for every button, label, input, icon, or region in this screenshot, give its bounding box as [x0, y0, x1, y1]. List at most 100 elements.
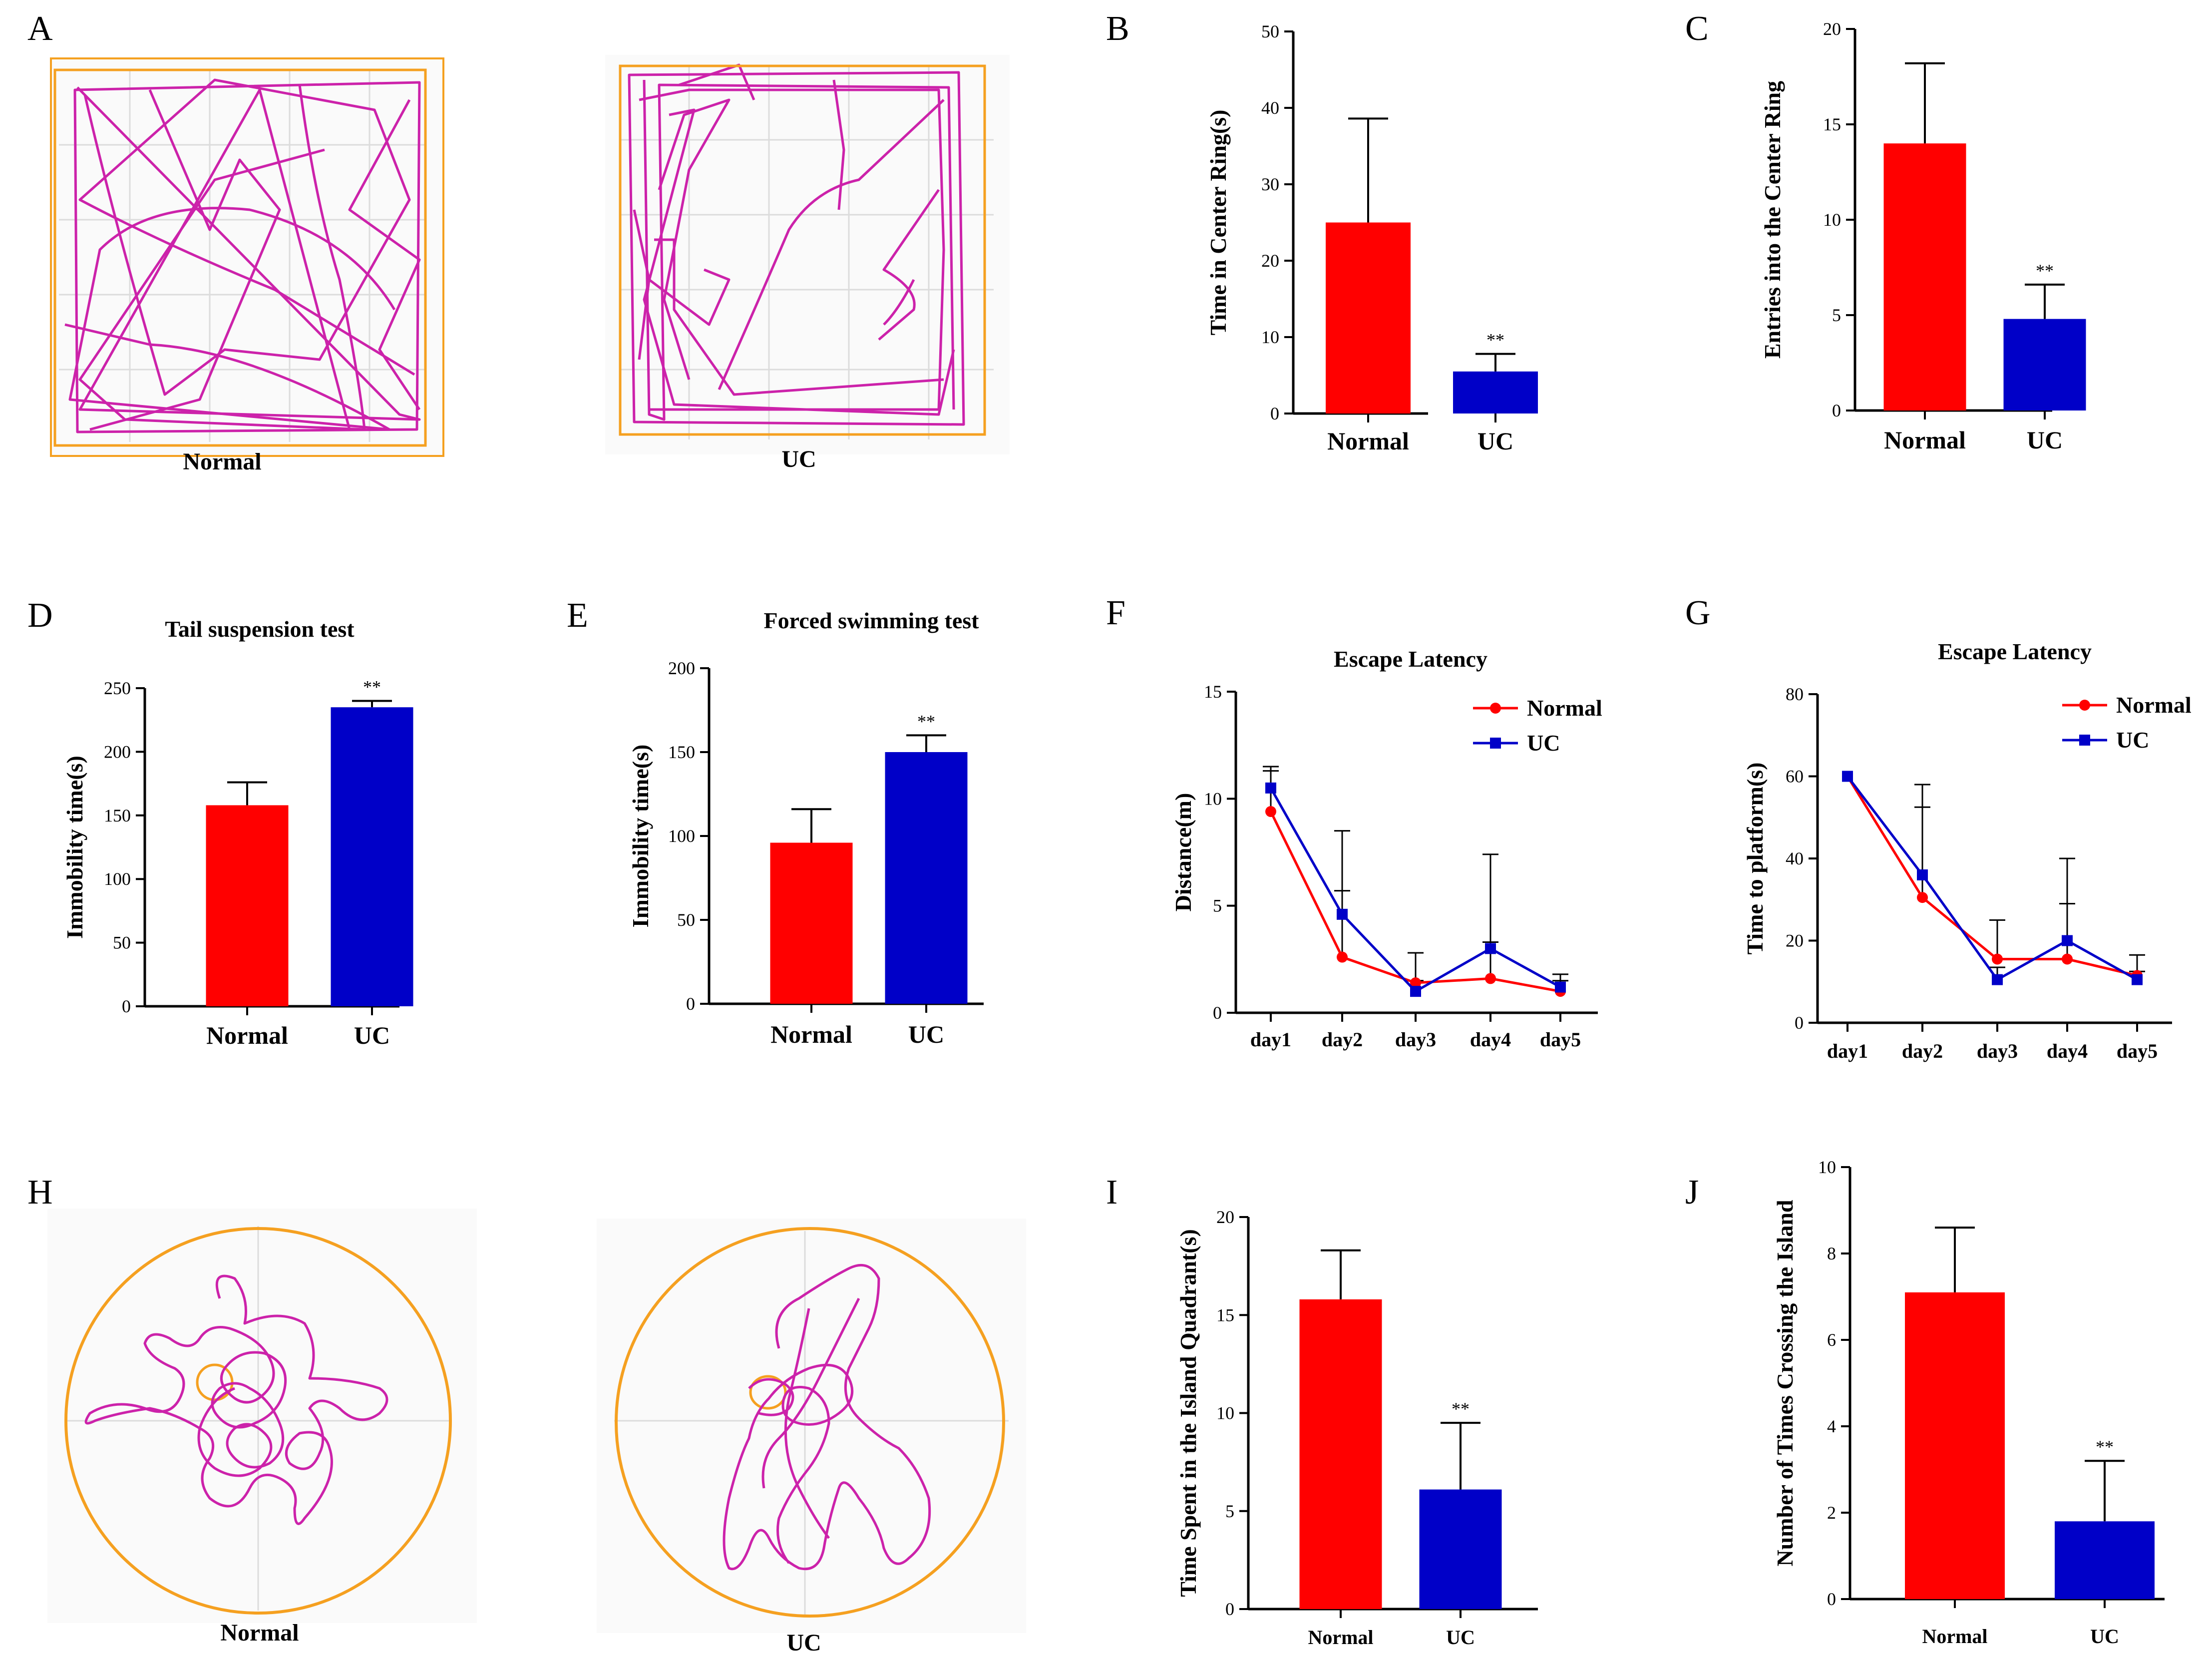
panel-letter-h: H — [27, 1173, 53, 1212]
x-category-label: day3 — [1395, 1028, 1436, 1051]
maze-label-normal: Normal — [220, 1620, 299, 1646]
x-category-label: Normal — [1922, 1625, 1987, 1648]
panel-letter: F — [1106, 594, 1125, 632]
legend-marker — [1490, 703, 1501, 714]
y-tick-label: 50 — [677, 910, 695, 930]
chart-j: J 0 2 4 6 8 10 Number of Times Crossing the Isl… — [1685, 1157, 2165, 1648]
y-tick-label: 0 — [1832, 401, 1841, 420]
bar-normal — [206, 805, 289, 1006]
y-tick-label: 0 — [686, 994, 695, 1014]
legend-label: UC — [1527, 730, 1560, 756]
significance-marker: ** — [2036, 261, 2054, 281]
data-point-uc — [1337, 908, 1348, 920]
chart-i: I 0 5 10 15 20 Time Spent in the Island Quadra… — [1106, 1173, 1538, 1649]
chart-e: E 0 50 100 150 200 Immobility time(s) Forced sw… — [567, 596, 984, 1048]
y-tick-label: 5 — [1832, 305, 1841, 325]
legend-label: Normal — [1527, 695, 1602, 721]
x-category-label: UC — [1477, 427, 1513, 455]
chart-g: G 0 20 40 60 80 Time to platform(s) Escape Late… — [1685, 594, 2192, 1062]
x-category-label: UC — [2090, 1625, 2119, 1648]
chart-c: C 0 5 10 15 20 Entries into the Center Ring Nor… — [1685, 9, 2086, 454]
y-tick-label: 50 — [1261, 21, 1279, 41]
legend-marker — [2079, 700, 2090, 711]
y-tick-label: 15 — [1216, 1305, 1234, 1325]
data-point-uc — [1265, 782, 1276, 794]
bar-normal — [1883, 143, 1966, 411]
y-tick-label: 10 — [1216, 1403, 1234, 1423]
bar-uc — [885, 752, 968, 1004]
y-tick-label: 0 — [1827, 1589, 1836, 1609]
data-point-normal — [2062, 953, 2073, 965]
x-category-label: Normal — [1308, 1626, 1373, 1649]
y-tick-label: 8 — [1827, 1244, 1836, 1263]
x-category-label: day1 — [1250, 1028, 1291, 1051]
significance-marker: ** — [1452, 1399, 1470, 1419]
x-category-label: Normal — [206, 1021, 288, 1049]
chart-b: B 0 10 20 30 40 50 Time in Center Ring(s) Normal… — [1106, 9, 1538, 455]
y-tick-label: 0 — [1213, 1003, 1222, 1023]
data-point-normal — [1410, 977, 1421, 988]
data-point-uc — [1917, 869, 1928, 880]
data-point-uc — [1992, 974, 2003, 985]
panel-letter: I — [1106, 1173, 1117, 1212]
y-tick-label: 0 — [1225, 1599, 1234, 1619]
x-category-label: Normal — [1884, 426, 1966, 454]
series-line-uc — [1846, 775, 2138, 981]
panel-letter: B — [1106, 9, 1129, 48]
y-tick-label: 40 — [1261, 98, 1279, 118]
x-category-label: day2 — [1902, 1040, 1943, 1062]
legend-label: UC — [2116, 727, 2149, 753]
x-category-label: day1 — [1827, 1040, 1868, 1062]
y-tick-label: 0 — [1270, 404, 1279, 423]
open-field-uc — [605, 55, 1010, 454]
y-axis-label: Number of Times Crossing the Island — [1772, 1200, 1798, 1566]
data-point-normal — [1337, 951, 1348, 963]
bar-normal — [770, 842, 853, 1004]
data-point-normal — [1265, 806, 1276, 818]
x-category-label: Normal — [1327, 427, 1409, 455]
y-tick-label: 10 — [1823, 210, 1841, 230]
significance-marker: ** — [363, 677, 381, 697]
x-category-label: UC — [354, 1021, 390, 1049]
y-axis-label: Time Spent in the Island Quadrant(s) — [1175, 1229, 1201, 1597]
y-tick-label: 0 — [1795, 1013, 1804, 1033]
y-tick-label: 2 — [1827, 1503, 1836, 1523]
x-category-label: day4 — [2047, 1040, 2088, 1062]
y-tick-label: 40 — [1786, 848, 1804, 868]
data-point-uc — [1410, 986, 1421, 997]
y-tick-label: 4 — [1827, 1416, 1836, 1436]
y-tick-label: 20 — [1786, 931, 1804, 951]
bar-normal — [1326, 222, 1411, 414]
y-tick-label: 30 — [1261, 174, 1279, 194]
y-axis-label: Time in Center Ring(s) — [1205, 110, 1231, 336]
water-maze-uc — [597, 1219, 1026, 1633]
panel-letter: E — [567, 596, 588, 635]
significance-marker: ** — [1486, 330, 1504, 350]
x-category-label: UC — [2027, 426, 2063, 454]
x-category-label: day3 — [1977, 1040, 2018, 1062]
y-axis-label: Immobility time(s) — [62, 756, 87, 939]
x-category-label: UC — [1446, 1626, 1475, 1649]
chart-title: Forced swimming test — [764, 608, 980, 633]
panel-letter: D — [27, 596, 53, 635]
data-point-uc — [2062, 935, 2073, 946]
data-point-normal — [1485, 973, 1496, 984]
y-tick-label: 5 — [1225, 1501, 1234, 1521]
y-axis-label: Time to platform(s) — [1742, 763, 1768, 955]
x-category-label: day5 — [2117, 1040, 2158, 1062]
y-tick-label: 20 — [1216, 1207, 1234, 1227]
y-axis-label: Distance(m) — [1170, 793, 1196, 912]
legend-label: Normal — [2116, 692, 2192, 718]
track-label-uc: UC — [781, 446, 816, 472]
y-tick-label: 250 — [104, 678, 131, 698]
y-tick-label: 6 — [1827, 1330, 1836, 1350]
bar-uc — [2003, 319, 2086, 411]
significance-marker: ** — [2096, 1437, 2114, 1457]
x-category-label: day5 — [1540, 1028, 1581, 1051]
y-tick-label: 200 — [104, 742, 131, 762]
water-maze-normal — [47, 1209, 477, 1623]
y-tick-label: 100 — [668, 826, 695, 846]
y-tick-label: 15 — [1823, 114, 1841, 134]
data-point-normal — [1992, 953, 2003, 965]
y-tick-label: 100 — [104, 869, 131, 889]
